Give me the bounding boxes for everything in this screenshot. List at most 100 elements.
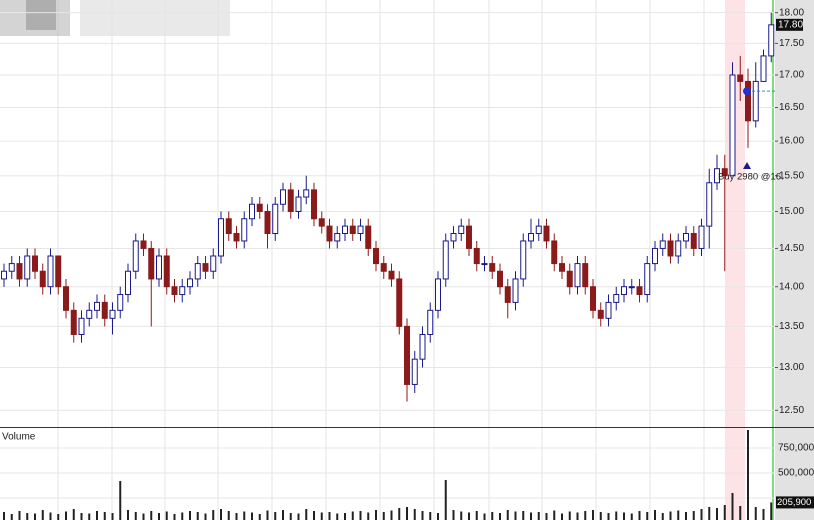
candle-body: [489, 263, 496, 272]
candle-body: [249, 203, 255, 220]
volume-bar: [351, 511, 354, 520]
y-tick-label: 13.00: [779, 362, 804, 373]
volume-bar: [336, 513, 339, 520]
candle-body: [218, 218, 224, 257]
volume-bar: [142, 513, 145, 520]
volume-bar: [3, 512, 5, 520]
blurred-header: [0, 0, 230, 36]
y-tick-label: 15.50: [779, 170, 804, 181]
candle-body: [597, 309, 604, 319]
volume-bar: [111, 513, 114, 520]
volume-bar: [212, 510, 215, 520]
candle-body: [721, 168, 728, 177]
volume-bar: [623, 512, 625, 520]
candle-body: [435, 278, 441, 311]
candle-body: [109, 309, 116, 319]
candle-body: [225, 218, 232, 235]
candle-body: [171, 286, 178, 296]
volume-bar: [103, 512, 106, 520]
candle-body: [535, 225, 542, 235]
volume-bar: [561, 513, 563, 520]
volume-bar: [34, 513, 36, 520]
axis-background: [775, 0, 814, 520]
volume-bar: [413, 509, 416, 520]
volume-bar: [522, 511, 525, 520]
candle-body: [582, 263, 589, 288]
volume-bar: [429, 512, 432, 520]
candle-body: [94, 301, 100, 311]
candle-body: [706, 182, 713, 227]
candle-body: [101, 301, 108, 319]
candle-body: [280, 189, 286, 205]
volume-bar: [181, 512, 184, 520]
candle-body: [574, 263, 581, 288]
volume-bar: [18, 511, 21, 520]
candle-body: [752, 80, 759, 122]
volume-bar: [375, 510, 377, 520]
volume-bar: [258, 514, 261, 520]
volume-bar: [568, 511, 571, 520]
candle-body: [559, 263, 565, 272]
volume-bar: [96, 511, 98, 520]
volume-bar: [491, 512, 494, 520]
candle-body: [24, 255, 31, 280]
candle-body: [8, 263, 15, 272]
volume-bar: [530, 512, 532, 520]
volume-bar: [266, 510, 269, 520]
candle-body: [311, 189, 317, 220]
candle-body: [140, 240, 147, 249]
candle-body: [543, 225, 550, 242]
candle-body: [760, 55, 767, 82]
candle-body: [512, 278, 519, 303]
candle-body: [473, 247, 480, 265]
candle-body: [39, 270, 46, 288]
volume-bar: [638, 511, 641, 520]
candle-body: [32, 255, 38, 272]
y-tick-label: 14.00: [779, 281, 804, 292]
volume-bar: [72, 509, 75, 520]
volume-bar: [10, 514, 13, 520]
candle-body: [349, 225, 356, 235]
volume-bar: [599, 512, 602, 520]
candle-body: [419, 333, 426, 360]
candle-body: [86, 309, 93, 319]
y-tick-label: 17.50: [779, 38, 804, 49]
volume-bar: [708, 507, 711, 520]
volume-bar: [615, 511, 618, 520]
candle-body: [70, 309, 77, 335]
volume-bar: [716, 508, 718, 520]
volume-bar: [328, 512, 331, 520]
volume-bar: [545, 513, 548, 520]
volume-bar: [390, 510, 393, 520]
volume-bar: [150, 511, 153, 520]
volume-bar: [654, 510, 656, 520]
volume-bar: [189, 511, 191, 520]
candle-body: [326, 225, 333, 242]
panel-title: Volume: [2, 432, 36, 443]
candle-body: [303, 189, 310, 198]
volume-bar: [274, 512, 277, 520]
volume-bar: [754, 507, 757, 520]
candle-body: [466, 225, 472, 249]
volume-bar: [367, 512, 370, 520]
trade-marker: [743, 87, 751, 96]
candle-body: [504, 286, 511, 303]
candle-body: [380, 263, 387, 272]
candle-body: [605, 301, 612, 319]
volume-bar: [158, 513, 160, 520]
volume-bar: [630, 513, 633, 520]
candle-body: [125, 270, 131, 296]
candle-body: [675, 240, 682, 257]
volume-bar: [344, 513, 346, 520]
candle-body: [357, 225, 364, 235]
candle-body: [78, 317, 85, 335]
candle-body: [187, 278, 193, 288]
volume-bar: [80, 513, 83, 520]
candle-body: [16, 263, 23, 280]
candle-body: [427, 309, 434, 335]
candle-body: [202, 263, 209, 272]
volume-bar: [134, 512, 137, 520]
y-tick-label: 15.00: [779, 206, 804, 217]
volume-bar: [165, 511, 168, 520]
candle-body: [411, 358, 418, 385]
